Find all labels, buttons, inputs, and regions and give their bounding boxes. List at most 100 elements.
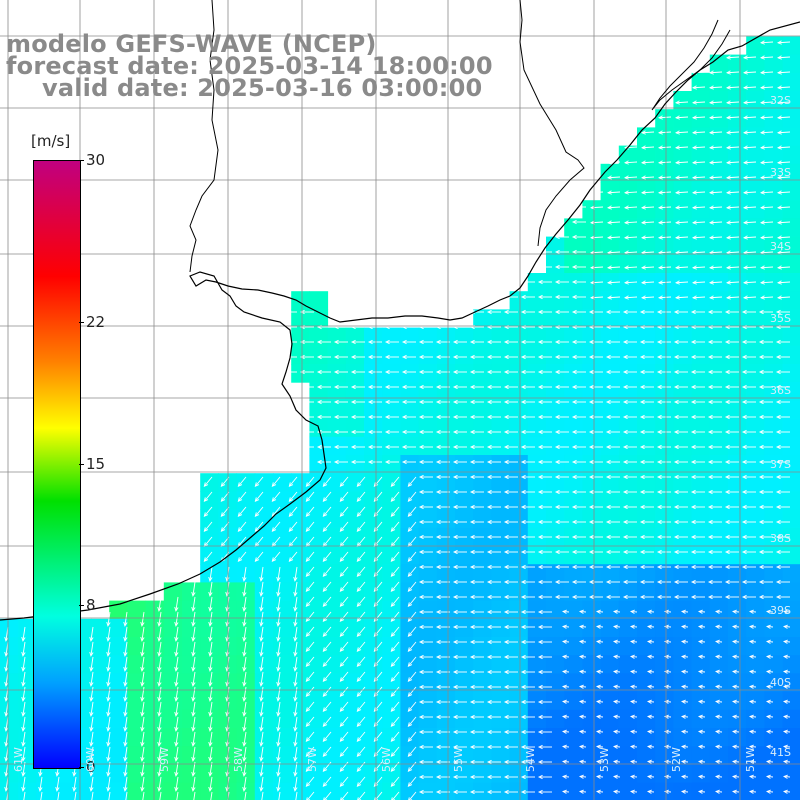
wind-arrowhead <box>606 295 612 300</box>
wind-arrowhead <box>537 669 543 675</box>
wind-arrow <box>209 686 213 701</box>
wind-arrowhead <box>520 609 526 615</box>
wind-arrow <box>210 791 213 800</box>
speed-cell <box>782 691 800 711</box>
wind-arrowhead <box>741 579 747 585</box>
speed-cell <box>254 618 274 638</box>
wind-arrow <box>624 206 638 209</box>
speed-cell <box>473 400 492 420</box>
wind-arrow <box>692 146 706 149</box>
wind-arrowhead <box>605 504 611 510</box>
wind-arrow <box>209 611 213 626</box>
speed-cell <box>709 309 729 329</box>
wind-arrowhead <box>157 621 162 627</box>
wind-arrowhead <box>106 621 111 627</box>
speed-cell <box>618 236 638 256</box>
speed-cell <box>564 582 583 602</box>
wind-arrowhead <box>690 444 696 450</box>
wind-arrow <box>726 266 740 269</box>
wind-arrowhead <box>293 591 298 597</box>
wind-arrowhead <box>725 175 731 180</box>
wind-arrowhead <box>725 55 731 60</box>
speed-cell <box>309 473 329 492</box>
speed-cell <box>382 436 401 456</box>
wind-arrowhead <box>203 512 209 518</box>
speed-cell <box>782 54 800 74</box>
wind-arrowhead <box>106 651 111 657</box>
wind-arrowhead <box>503 744 509 750</box>
wind-arrowhead <box>469 789 475 795</box>
wind-arrowhead <box>673 399 679 405</box>
wind-arrowhead <box>561 729 567 734</box>
wind-arrowhead <box>106 726 111 732</box>
speed-cell <box>436 637 456 656</box>
wind-arrow <box>692 251 706 254</box>
speed-cell <box>91 709 110 729</box>
wind-arrow <box>243 581 247 596</box>
speed-cell <box>709 145 729 165</box>
wind-arrow <box>124 776 128 791</box>
speed-cell <box>782 709 800 729</box>
wind-arrowhead <box>191 681 196 687</box>
wind-arrow <box>357 551 366 562</box>
wind-arrowhead <box>640 295 646 300</box>
speed-cell <box>345 436 365 456</box>
speed-cell <box>564 291 583 310</box>
wind-arrowhead <box>418 549 424 555</box>
wind-arrowhead <box>657 115 663 120</box>
wind-arrowhead <box>605 474 611 480</box>
wind-arrow <box>777 176 791 179</box>
wind-arrowhead <box>503 654 509 660</box>
wind-arrow <box>658 206 672 209</box>
wind-arrow <box>658 131 672 134</box>
speed-cell <box>400 637 420 656</box>
wind-arrowhead <box>680 624 686 629</box>
wind-arrowhead <box>333 414 339 420</box>
wind-arrow <box>590 221 604 224</box>
wind-arrowhead <box>503 639 509 645</box>
speed-cell <box>564 455 583 474</box>
speed-cell <box>564 655 583 674</box>
speed-cell <box>382 673 401 693</box>
wind-arrowhead <box>89 681 94 687</box>
wind-arrowhead <box>435 549 441 555</box>
wind-arrowhead <box>208 666 213 672</box>
speed-cell <box>273 582 292 602</box>
speed-cell <box>746 436 765 456</box>
wind-arrowhead <box>561 654 567 659</box>
speed-cell <box>546 618 565 638</box>
speed-cell <box>455 418 474 438</box>
wind-arrowhead <box>708 190 714 195</box>
speed-cell <box>473 673 492 693</box>
wind-arrow <box>658 221 672 224</box>
wind-arrow <box>108 791 111 800</box>
speed-cell <box>600 455 620 474</box>
wind-arrowhead <box>571 219 577 225</box>
wind-arrowhead <box>697 609 703 614</box>
speed-cell <box>728 582 747 602</box>
wind-arrowhead <box>486 699 492 705</box>
speed-cell <box>637 436 656 456</box>
wind-arrowhead <box>384 369 390 375</box>
speed-cell <box>509 509 529 529</box>
wind-arrow <box>357 476 366 487</box>
wind-arrowhead <box>174 621 179 627</box>
wind-arrowhead <box>748 759 754 764</box>
wind-arrow <box>107 626 111 641</box>
wind-arrowhead <box>316 354 322 360</box>
wind-arrow <box>158 686 162 701</box>
wind-arrowhead <box>390 722 396 728</box>
speed-cell <box>673 509 693 529</box>
wind-arrow <box>192 716 196 731</box>
speed-cell <box>400 764 420 784</box>
speed-cell <box>764 291 784 310</box>
wind-arrowhead <box>469 624 475 630</box>
wind-arrow <box>209 626 213 641</box>
wind-arrowhead <box>663 639 669 644</box>
speed-cell <box>673 218 693 238</box>
speed-cell <box>746 418 765 438</box>
wind-arrow <box>760 191 774 194</box>
wind-arrow <box>726 116 740 119</box>
speed-cell <box>527 527 547 547</box>
wind-arrowhead <box>288 512 294 518</box>
